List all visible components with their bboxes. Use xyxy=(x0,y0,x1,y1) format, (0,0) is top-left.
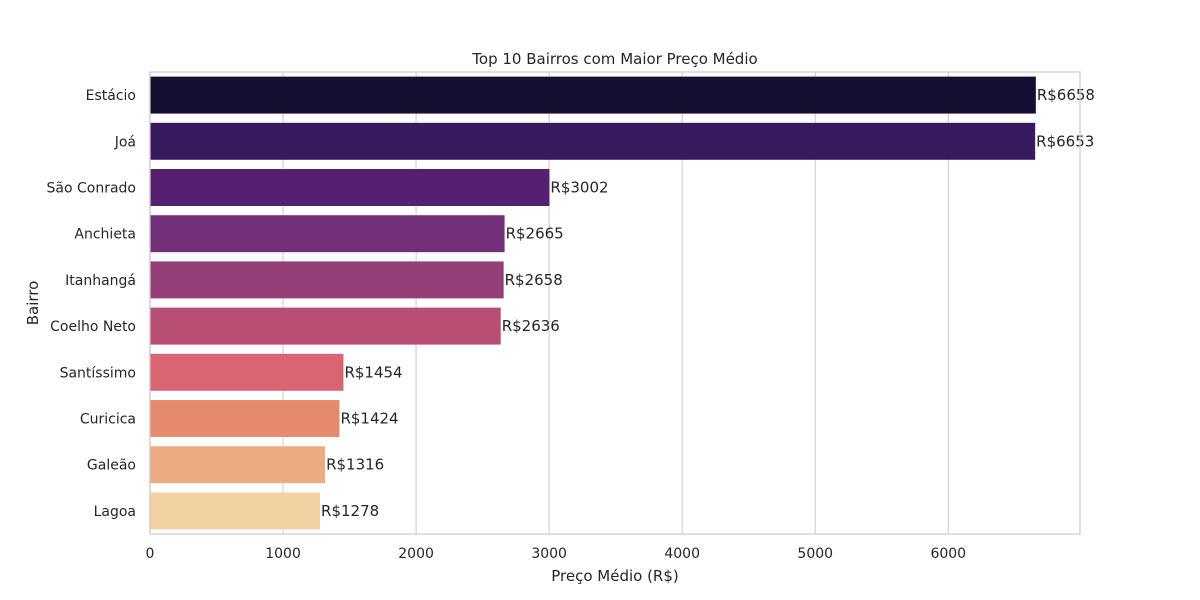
bars xyxy=(150,76,1036,530)
y-tick-label: Coelho Neto xyxy=(50,319,136,335)
x-tick-label: 6000 xyxy=(930,546,966,562)
x-tick-label: 1000 xyxy=(265,546,301,562)
bar-value-label: R$3002 xyxy=(550,179,608,197)
bar xyxy=(150,446,326,484)
bar xyxy=(150,307,501,345)
bar-value-label: R$1278 xyxy=(321,502,379,520)
y-tick-labels: Estácio Joá São Conrado Anchieta Itanhangá Co… xyxy=(47,88,136,520)
y-tick-label: Estácio xyxy=(86,88,136,104)
y-tick-label: Joá xyxy=(114,134,136,150)
chart-title: Top 10 Bairros com Maior Preço Médio xyxy=(471,50,757,68)
bar xyxy=(150,215,505,253)
bar-value-label: R$2636 xyxy=(502,317,560,335)
x-tick-label: 4000 xyxy=(664,546,700,562)
y-tick-label: São Conrado xyxy=(47,181,136,197)
x-tick-label: 2000 xyxy=(398,546,434,562)
bar xyxy=(150,122,1036,160)
bar xyxy=(150,76,1036,114)
bar xyxy=(150,353,344,391)
bar-value-label: R$1454 xyxy=(344,363,402,381)
x-tick-label: 3000 xyxy=(531,546,567,562)
y-tick-label: Curicica xyxy=(80,412,136,428)
bar-value-label: R$2658 xyxy=(505,271,563,289)
bar-value-label: R$2665 xyxy=(506,225,564,243)
x-axis-label: Preço Médio (R$) xyxy=(551,567,679,585)
x-tick-label: 0 xyxy=(146,546,155,562)
bar xyxy=(150,400,340,437)
plot-frame xyxy=(149,71,1081,535)
bar xyxy=(150,261,504,299)
y-tick-label: Santíssimo xyxy=(60,365,136,381)
bar xyxy=(150,492,321,530)
bar-value-label: R$1424 xyxy=(340,410,398,428)
y-tick-label: Itanhangá xyxy=(65,273,136,289)
x-tick-labels: 0 1000 2000 3000 4000 5000 6000 xyxy=(146,546,967,562)
y-axis-label: Bairro xyxy=(24,281,42,326)
y-tick-label: Lagoa xyxy=(94,504,136,520)
bar-value-label: R$6653 xyxy=(1036,132,1094,150)
y-tick-label: Anchieta xyxy=(74,227,136,243)
bar xyxy=(150,169,550,206)
y-tick-label: Galeão xyxy=(87,458,136,474)
x-tick-label: 5000 xyxy=(797,546,833,562)
bar-value-label: R$1316 xyxy=(326,456,384,474)
bar-value-label: R$6658 xyxy=(1037,86,1095,104)
